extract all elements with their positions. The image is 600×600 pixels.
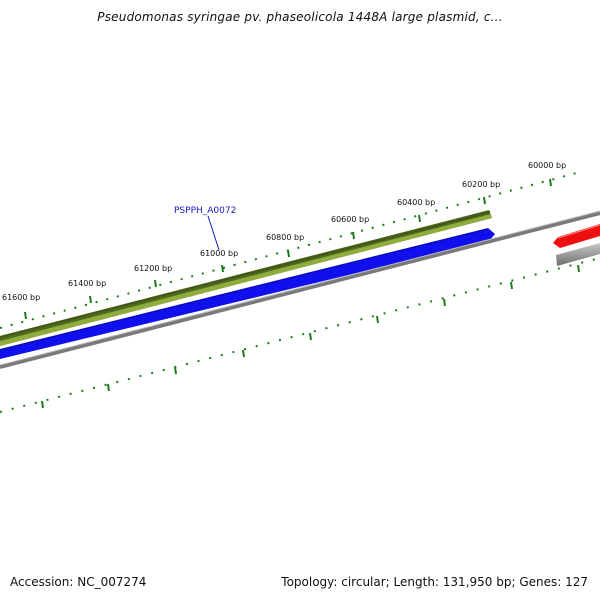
olive-gene-track[interactable] xyxy=(0,210,492,346)
tick-label-60200: 60200 bp xyxy=(462,180,500,189)
tick-labels: 61600 bp 61400 bp 61200 bp 61000 bp 6080… xyxy=(2,161,566,302)
gene-label-leader xyxy=(207,215,220,251)
tick-label-61400: 61400 bp xyxy=(68,279,106,288)
red-gene-feature[interactable] xyxy=(553,224,600,248)
blue-gene-track[interactable] xyxy=(0,228,495,359)
gene-label-pspph-a0072[interactable]: PSPPH_A0072 xyxy=(174,206,236,216)
tick-label-60000: 60000 bp xyxy=(528,161,566,170)
tick-label-60400: 60400 bp xyxy=(397,198,435,207)
accession-text: Accession: NC_007274 xyxy=(10,575,147,589)
tick-label-60600: 60600 bp xyxy=(331,215,369,224)
topology-summary: Topology: circular; Length: 131,950 bp; … xyxy=(281,575,588,589)
tick-label-60800: 60800 bp xyxy=(266,233,304,242)
gray-gene-feature[interactable] xyxy=(556,243,600,266)
inner-scale-ticks xyxy=(0,257,600,413)
tick-label-61600: 61600 bp xyxy=(2,293,40,302)
backbone-line xyxy=(0,210,600,369)
map-title: Pseudomonas syringae pv. phaseolicola 14… xyxy=(97,10,503,24)
outer-scale-ticks xyxy=(0,171,581,329)
tick-label-61000: 61000 bp xyxy=(200,249,238,258)
tick-label-61200: 61200 bp xyxy=(134,264,172,273)
